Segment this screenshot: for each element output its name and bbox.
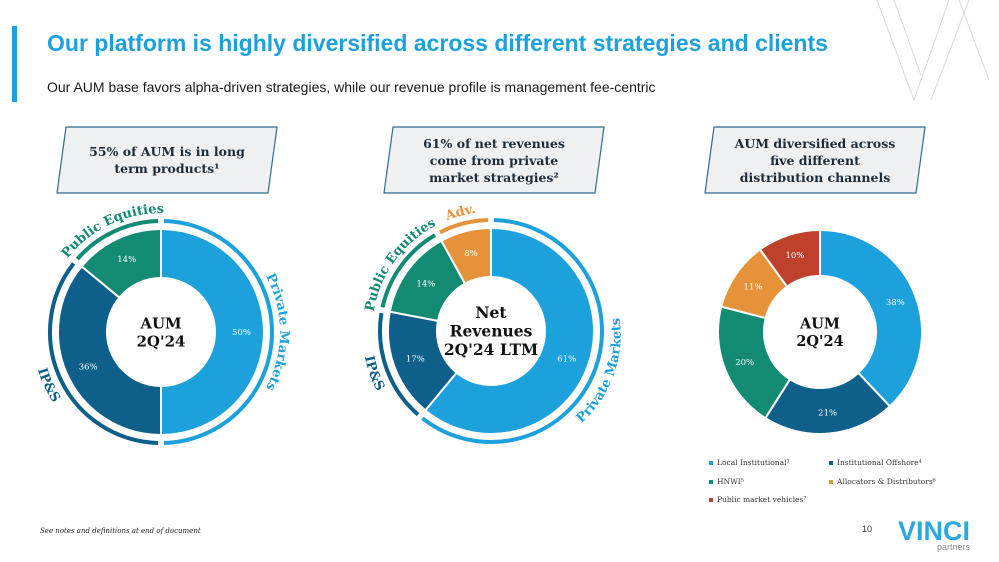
data-label-allocators-distributors: 11% [744, 282, 763, 292]
legend-swatch [709, 480, 713, 484]
data-label-private-markets: 61% [557, 354, 576, 364]
data-label-private-markets: 50% [232, 328, 251, 338]
legend-swatch [709, 498, 713, 502]
center-label: Revenues [450, 321, 533, 340]
page-title: Our platform is highly diversified acros… [47, 30, 828, 56]
slice-ip-s [57, 264, 162, 437]
slice-local-institutional [819, 228, 923, 408]
callout-text: 55% of AUM is in long term products¹ [89, 144, 245, 176]
vinci-partners-logo: VINCI partners [898, 517, 970, 552]
footnote: See notes and definitions at end of docu… [40, 527, 201, 535]
logo-text: VINCI [898, 516, 971, 546]
center-label: AUM [139, 314, 181, 332]
outer-arc-label-private-markets: Private Markets [262, 271, 291, 393]
title-accent-bar [12, 26, 17, 102]
data-label-public-market-vehicles: 10% [786, 251, 805, 261]
outer-arc-adv [439, 218, 489, 235]
data-label-local-institutional: 38% [886, 298, 905, 308]
center-label: 2Q'24 [796, 333, 843, 350]
legend-item: Local Institutional³ [709, 458, 789, 467]
page-subtitle: Our AUM base favors alpha-driven strateg… [47, 79, 656, 95]
outer-arc-ip-s [48, 262, 159, 445]
outer-arc-private-markets [163, 219, 275, 445]
slice-public-equities [80, 227, 162, 299]
data-label-public-equities: 14% [416, 280, 435, 290]
legend-label: Public market vehicles⁷ [717, 495, 807, 504]
center-label: 2Q'24 [137, 332, 186, 350]
slice-private-markets [423, 226, 595, 435]
decorative-v-lines [876, 0, 990, 102]
legend-label: HNWI⁵ [717, 477, 744, 486]
data-label-public-equities: 14% [117, 255, 136, 265]
data-label-ip-s: 36% [79, 362, 98, 372]
legend-label: Allocators & Distributors⁶ [837, 477, 936, 486]
data-label-institutional-offshore: 21% [818, 409, 837, 419]
center-label: AUM [799, 315, 840, 332]
center-label: 2Q'24 LTM [444, 340, 538, 359]
slice-private-markets [160, 227, 265, 437]
callout-distribution-channels: AUM diversified across five different dist… [704, 126, 926, 194]
logo-subtext: partners [936, 542, 971, 552]
callout-text: 61% of net revenues come from private mark… [423, 135, 565, 185]
callout-text: AUM diversified across five different dist… [734, 135, 896, 185]
legend-label: Local Institutional³ [717, 458, 790, 467]
legend-swatch [829, 461, 833, 465]
legend-swatch [829, 480, 833, 484]
slice-adv [440, 226, 492, 286]
data-label-ip-s: 17% [406, 354, 425, 364]
data-label-hnwi: 20% [735, 358, 754, 368]
callout-net-revenues-private: 61% of net revenues come from private mark… [383, 126, 605, 194]
legend-item: Allocators & Distributors⁶ [829, 477, 936, 486]
callout-aum-long-term: 55% of AUM is in long term products¹ [56, 126, 278, 194]
page-number: 10 [862, 524, 873, 534]
slice-public-market-vehicles [758, 228, 821, 289]
outer-arc-public-equities [75, 219, 159, 261]
outer-arc-ip-s [378, 312, 420, 417]
legend-item: Institutional Offshore⁴ [829, 458, 922, 467]
legend-label: Institutional Offshore⁴ [837, 458, 922, 467]
outer-arc-public-equities [380, 233, 437, 308]
outer-arc-private-markets [421, 218, 604, 444]
legend-swatch [709, 461, 713, 465]
outer-arc-label-text: Private Markets [262, 271, 291, 393]
center-label: Net [475, 303, 507, 322]
legend-item: Public market vehicles⁷ [709, 495, 806, 504]
data-label-adv: 8% [464, 249, 478, 259]
legend-item: HNWI⁵ [709, 477, 744, 486]
